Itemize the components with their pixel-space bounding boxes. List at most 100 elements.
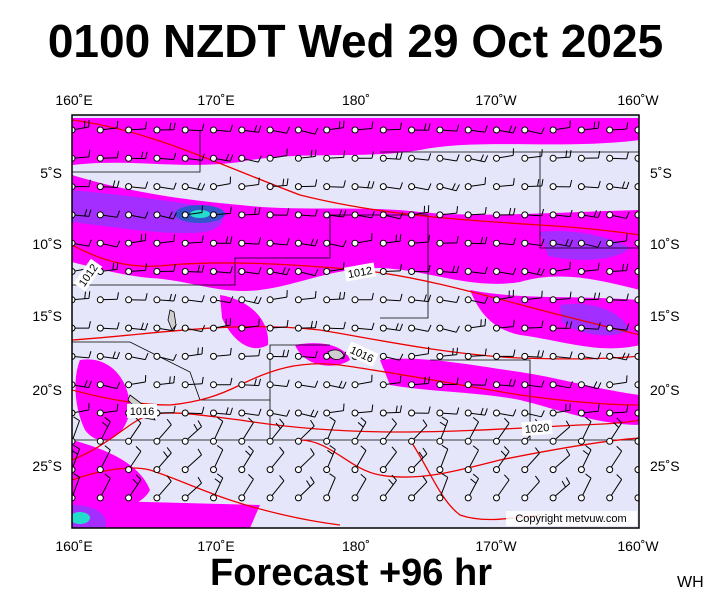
wind-barb — [634, 352, 639, 360]
lat-label-left-15s: 15˚S — [32, 308, 62, 324]
wind-barb — [323, 120, 345, 134]
wind-barb — [96, 239, 121, 248]
wind-barb — [210, 206, 232, 219]
wind-barb — [238, 348, 261, 360]
wind-barb — [294, 238, 319, 247]
wind-barb — [379, 211, 404, 220]
wind-barb — [521, 447, 540, 474]
rain-core-sw — [72, 512, 90, 524]
wind-barb — [493, 409, 517, 417]
wind-barb — [577, 180, 601, 191]
wind-barb — [323, 380, 347, 389]
wind-barb — [606, 293, 629, 304]
lon-label-bottom-160w: 160˚W — [617, 538, 659, 554]
region-code: WH — [677, 574, 704, 591]
wind-barb — [436, 206, 459, 219]
wind-barb — [323, 321, 346, 332]
wind-barb — [266, 418, 285, 445]
wind-barb — [634, 381, 639, 389]
wind-barb — [464, 296, 489, 304]
wind-barb — [493, 207, 516, 219]
isobar-sw-loop — [72, 467, 341, 526]
wind-barb — [153, 234, 176, 247]
lon-label-bottom-170e: 170˚E — [197, 538, 235, 554]
wind-barb — [294, 448, 315, 474]
wind-barb — [181, 476, 202, 502]
wind-barb — [238, 177, 260, 191]
wind-barb — [351, 233, 373, 247]
wind-barb — [379, 418, 397, 445]
lon-label-top-180: 180˚ — [341, 92, 371, 108]
wind-barb — [266, 208, 290, 219]
wind-barb — [493, 378, 516, 389]
wind-barb — [181, 420, 202, 445]
wind-barb — [238, 296, 262, 305]
wind-barb — [634, 494, 639, 502]
wind-barb — [153, 324, 177, 332]
wind-barb — [379, 474, 397, 502]
wind-barb — [238, 125, 262, 134]
wind-barb — [549, 261, 571, 275]
wind-barb — [577, 473, 592, 502]
wind-barb — [577, 210, 602, 219]
lat-label-left-5s: 5˚S — [40, 165, 62, 181]
wind-barb — [577, 404, 600, 417]
wind-barb — [323, 150, 346, 162]
wind-barb — [96, 403, 119, 417]
wind-barb — [294, 179, 318, 191]
rain-core-west-center — [190, 210, 210, 218]
wind-barb — [351, 404, 374, 417]
wind-barb — [181, 235, 204, 247]
wind-barb — [153, 264, 176, 275]
wind-barb — [181, 347, 203, 360]
rain-patch-southwest — [75, 359, 130, 441]
wind-barb — [125, 233, 147, 247]
wind-barb — [96, 120, 119, 134]
rainfall-intense-layer — [72, 205, 225, 524]
wind-barb — [408, 294, 432, 304]
wind-barb — [436, 347, 459, 360]
wind-barb — [266, 290, 288, 304]
wind-barb — [493, 125, 517, 134]
wind-barb — [351, 445, 367, 474]
wind-barb — [521, 179, 544, 191]
wind-barb — [210, 296, 234, 304]
rain-band-itcz — [72, 175, 639, 291]
lat-label-right-25s: 25˚S — [650, 458, 680, 474]
plot-frame — [71, 114, 640, 529]
wind-barb — [379, 152, 403, 162]
isobar-1012-north — [72, 119, 639, 236]
wind-barb — [153, 375, 176, 389]
lat-label-right-5s: 5˚S — [650, 165, 672, 181]
wind-barb — [238, 237, 262, 247]
isobar-label-2: 1012 — [347, 265, 373, 281]
wind-barb — [125, 322, 149, 332]
wind-barb — [210, 407, 233, 417]
wind-barb — [379, 405, 402, 417]
wind-barb — [634, 268, 639, 275]
wind-barb — [436, 473, 449, 502]
wind-barb — [634, 409, 639, 417]
island-fiji — [327, 349, 345, 360]
wind-barb — [464, 154, 489, 163]
wind-barb — [464, 473, 479, 502]
wind-barb — [606, 233, 628, 247]
wind-barb — [606, 151, 629, 162]
rainfall-heavy-layer — [72, 190, 630, 528]
rain-heavy-east — [540, 230, 630, 260]
wind-barb — [549, 448, 571, 474]
wind-barb — [436, 124, 460, 134]
wind-barb — [464, 125, 488, 134]
wind-barb — [266, 475, 285, 502]
wind-barb — [294, 149, 317, 162]
wind-barb — [577, 381, 602, 390]
lat-label-left-20s: 20˚S — [32, 382, 62, 398]
rain-patch-mid-south — [380, 358, 639, 425]
wind-barb — [634, 211, 639, 219]
wind-barb — [125, 263, 147, 275]
wind-barb — [266, 319, 289, 332]
wind-barb — [210, 347, 232, 360]
wind-barb — [634, 154, 639, 162]
wind-barb — [266, 126, 290, 134]
